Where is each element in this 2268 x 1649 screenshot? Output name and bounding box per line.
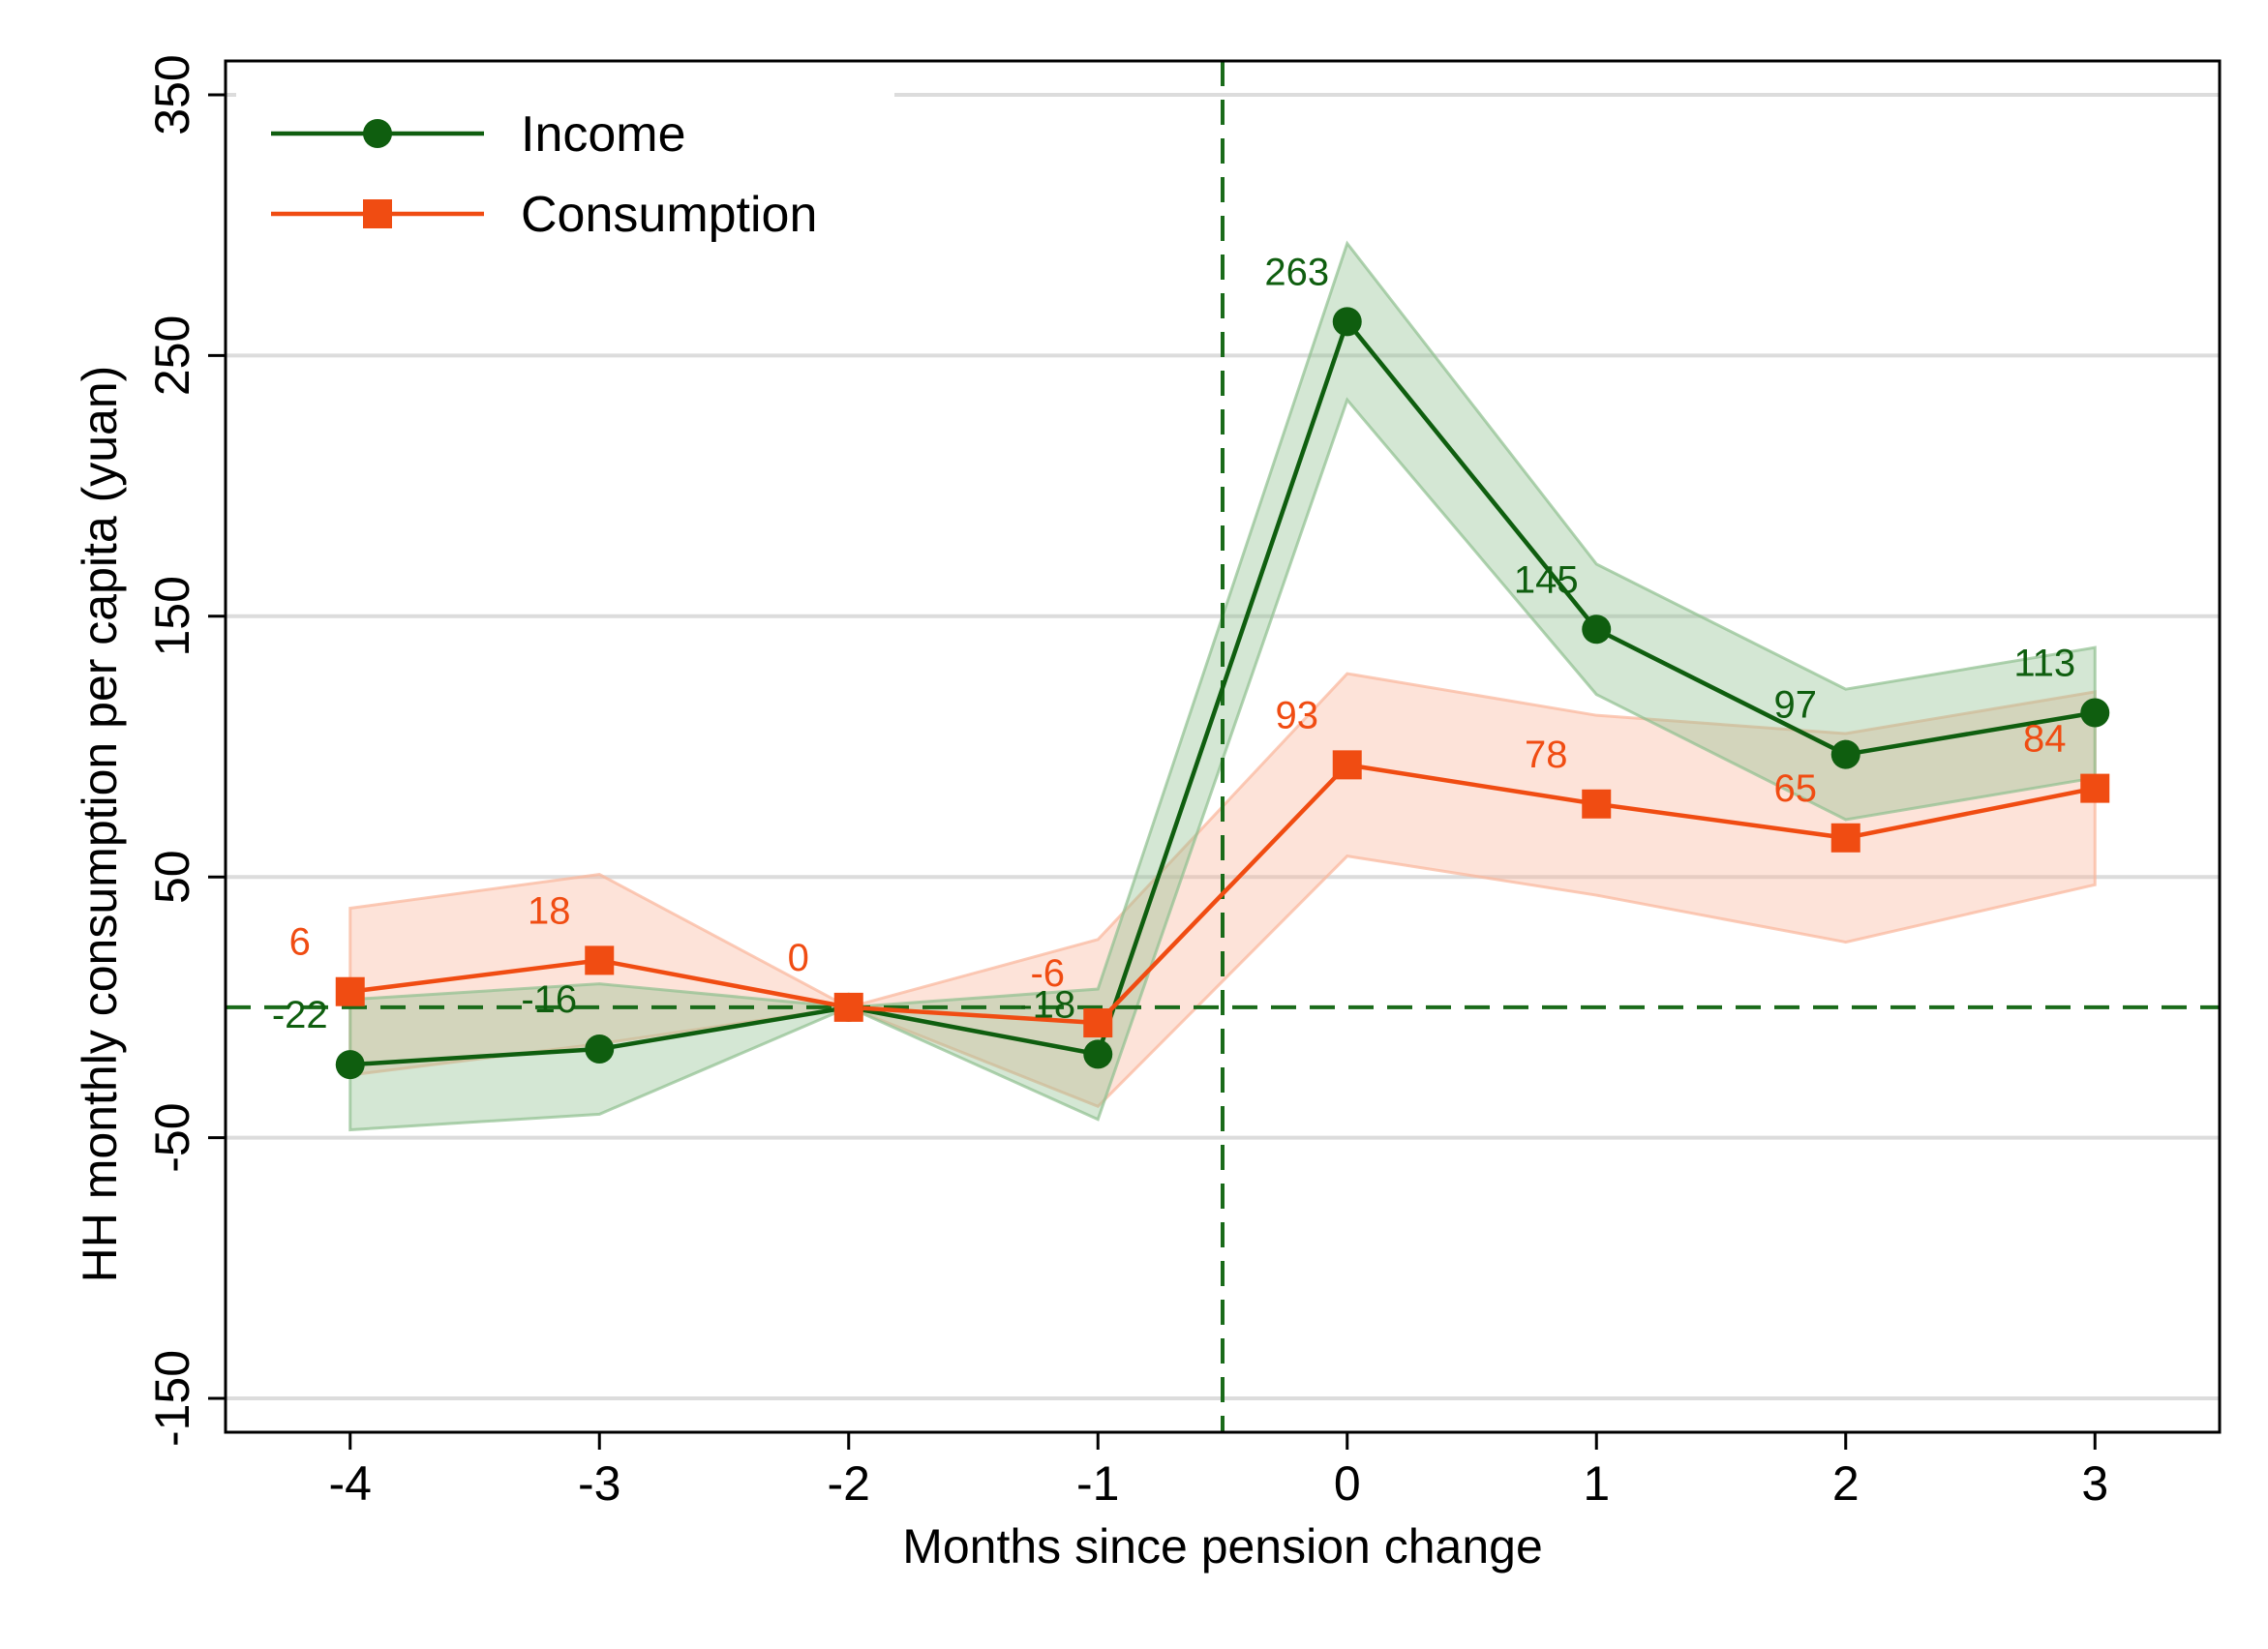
income-point [1332, 307, 1362, 337]
income-point [1083, 1039, 1113, 1069]
y-tick-label: 350 [145, 54, 199, 135]
y-tick-label: 150 [145, 576, 199, 656]
reference-lines [226, 61, 2220, 1432]
x-tick-label: -1 [1076, 1456, 1119, 1511]
consumption-point [585, 945, 615, 975]
income-data-label: -16 [521, 978, 577, 1021]
consumption-point [1083, 1008, 1113, 1038]
x-tick-label: 0 [1334, 1456, 1361, 1511]
x-axis-title: Months since pension change [902, 1519, 1543, 1574]
consumption-point [1830, 823, 1860, 853]
income-point [2080, 698, 2110, 728]
y-tick-label: 250 [145, 315, 199, 396]
consumption-point [1332, 750, 1362, 780]
consumption-line [349, 762, 2096, 1026]
income-data-label: 263 [1264, 251, 1329, 293]
income-point [335, 1050, 365, 1080]
consumption-point [833, 992, 863, 1022]
axes: -150 -50 50 150 250 350 -4 -3 -2 -1 0 1 2 3 [145, 54, 2108, 1511]
consumption-data-label: 65 [1774, 767, 1818, 810]
consumption-point [2080, 773, 2110, 803]
consumption-data-label: 78 [1525, 734, 1568, 776]
consumption-data-label: 93 [1276, 694, 1319, 736]
legend: Income Consumption [271, 106, 817, 243]
x-tick-label: -4 [329, 1456, 372, 1511]
x-tick-label: -3 [578, 1456, 620, 1511]
legend-label-consumption: Consumption [521, 187, 817, 243]
income-data-label: -22 [272, 994, 328, 1036]
income-data-label: 145 [1514, 558, 1579, 601]
income-data-label: 97 [1774, 684, 1818, 727]
consumption-point [335, 976, 365, 1006]
data-labels: -22 -16 -18 263 145 97 113 6 18 0 -6 93 78 65 84 [272, 251, 2075, 1036]
legend-label-income: Income [521, 106, 686, 163]
consumption-data-label: 0 [788, 937, 809, 979]
y-tick-label: -50 [145, 1102, 199, 1172]
x-tick-label: 2 [1832, 1456, 1860, 1511]
series-lines [349, 316, 2096, 1067]
income-point [1582, 615, 1612, 645]
income-data-label: 113 [2013, 642, 2075, 684]
legend-background [236, 73, 894, 266]
plot-frame [224, 59, 2222, 1434]
income-line [349, 316, 2096, 1067]
x-tick-label: -2 [828, 1456, 870, 1511]
consumption-point [1582, 789, 1612, 819]
income-data-label: -18 [1019, 983, 1075, 1026]
series-markers [335, 307, 2110, 1080]
legend-marker-income [363, 119, 392, 148]
income-point [585, 1034, 615, 1064]
consumption-data-label: 18 [528, 889, 571, 932]
legend-marker-consumption [363, 199, 392, 228]
x-tick-label: 3 [2081, 1456, 2108, 1511]
consumption-data-label: 6 [289, 921, 311, 964]
y-axis-title: HH monthly consumption per capita (yuan) [73, 366, 127, 1283]
consumption-data-label: 84 [2023, 718, 2067, 761]
y-tick-label: 50 [145, 850, 199, 904]
income-point [1830, 739, 1860, 769]
y-tick-label: -150 [145, 1350, 199, 1447]
consumption-data-label: -6 [1030, 952, 1065, 995]
x-tick-label: 1 [1583, 1456, 1610, 1511]
